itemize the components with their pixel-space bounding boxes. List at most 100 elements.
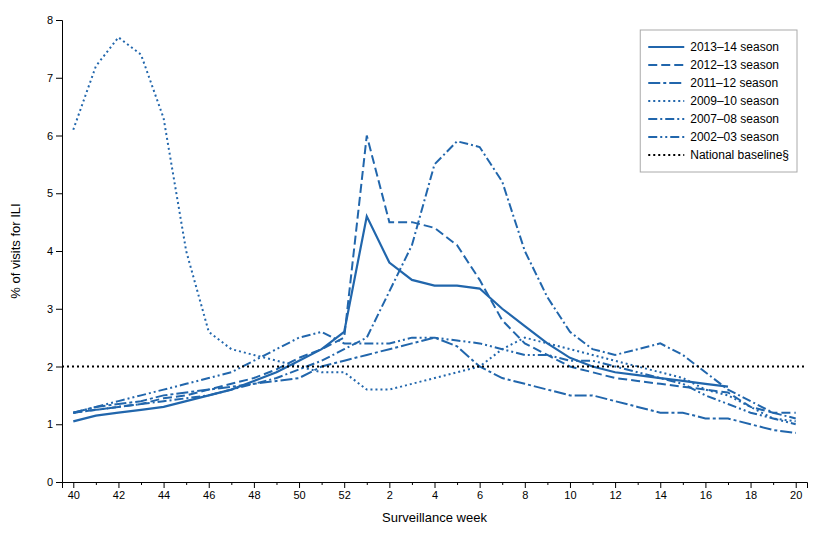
x-tick-label: 18: [745, 489, 757, 501]
x-tick: 42: [113, 482, 125, 501]
y-tick-mark: [56, 20, 62, 21]
legend-label: 2013–14 season: [690, 40, 779, 54]
x-tick: [412, 482, 413, 485]
x-tick: 16: [700, 482, 712, 501]
y-tick-mark: [56, 78, 62, 79]
x-tick-mark: [322, 482, 323, 485]
chart-container: 404244464850522468101214161820012345678S…: [0, 0, 827, 534]
y-tick-label: 7: [47, 72, 53, 84]
y-tick-label: 4: [47, 245, 53, 257]
x-tick: [593, 482, 594, 485]
x-tick: 44: [158, 482, 170, 501]
x-tick-mark: [186, 482, 187, 485]
x-tick: 48: [248, 482, 260, 501]
x-tick-mark: [276, 482, 277, 485]
plot-area: 404244464850522468101214161820012345678S…: [8, 14, 808, 525]
legend-label: 2009–10 season: [690, 94, 779, 108]
y-tick-mark: [56, 482, 62, 483]
x-tick-mark: [728, 482, 729, 485]
chart-svg: 404244464850522468101214161820012345678S…: [0, 0, 827, 534]
x-tick-label: 8: [522, 489, 528, 501]
legend-label: 2011–12 season: [690, 76, 778, 90]
y-tick: 2: [47, 361, 62, 373]
y-tick-label: 0: [47, 476, 53, 488]
x-tick: 6: [477, 482, 483, 501]
y-tick-label: 5: [47, 187, 53, 199]
series-line: [73, 141, 795, 418]
x-tick: [322, 482, 323, 485]
x-tick: [502, 482, 503, 485]
legend-swatch: [648, 100, 684, 102]
x-tick: 8: [522, 482, 528, 501]
legend-swatch: [648, 64, 684, 66]
x-tick: 12: [609, 482, 621, 501]
legend-item: 2013–14 season: [648, 40, 779, 54]
y-tick: 5: [47, 187, 62, 199]
y-axis-line: [56, 21, 63, 483]
x-tick-mark: [683, 482, 684, 485]
y-tick-mark: [56, 251, 62, 252]
x-tick-label: 46: [203, 489, 215, 501]
x-axis-line: [63, 483, 808, 489]
x-tick: 46: [203, 482, 215, 501]
y-tick-mark: [56, 367, 62, 368]
x-tick-label: 6: [477, 489, 483, 501]
legend-item: 2007–08 season: [648, 112, 779, 126]
x-tick-mark: [705, 482, 706, 488]
x-tick: 52: [339, 482, 351, 501]
x-tick-mark: [660, 482, 661, 488]
series-line: [73, 136, 795, 413]
x-tick: [683, 482, 684, 485]
x-tick-mark: [389, 482, 390, 488]
y-tick: 1: [47, 418, 62, 430]
x-tick: 4: [432, 482, 438, 501]
x-tick-mark: [615, 482, 616, 488]
x-tick-mark: [367, 482, 368, 485]
y-tick: 3: [47, 303, 62, 315]
x-tick-mark: [638, 482, 639, 485]
y-tick-mark: [56, 136, 62, 137]
y-axis-title: % of visits for ILI: [8, 203, 23, 298]
x-tick-label: 12: [609, 489, 621, 501]
x-tick-label: 52: [339, 489, 351, 501]
y-tick-mark: [56, 193, 62, 194]
x-tick-mark: [73, 482, 74, 488]
x-tick-mark: [457, 482, 458, 485]
x-tick-mark: [254, 482, 255, 488]
y-tick-mark: [56, 424, 62, 425]
y-tick-label: 8: [47, 14, 53, 26]
y-tick-mark: [56, 309, 62, 310]
x-tick-mark: [299, 482, 300, 488]
x-tick: 40: [68, 482, 80, 501]
x-tick-label: 20: [790, 489, 802, 501]
legend-item: 2011–12 season: [648, 76, 778, 90]
x-tick: [773, 482, 774, 485]
x-tick: [276, 482, 277, 485]
x-tick-mark: [593, 482, 594, 485]
x-tick: 14: [655, 482, 667, 501]
x-tick-mark: [344, 482, 345, 488]
y-tick: 7: [47, 72, 62, 84]
y-tick: 0: [47, 476, 62, 488]
x-tick-label: 16: [700, 489, 712, 501]
legend-item: 2002–03 season: [648, 130, 779, 144]
x-tick: [547, 482, 548, 485]
x-tick-label: 40: [68, 489, 80, 501]
x-tick-mark: [164, 482, 165, 488]
x-tick: [728, 482, 729, 485]
legend-item: National baseline§: [648, 148, 789, 162]
x-tick-mark: [118, 482, 119, 488]
x-axis: 404244464850522468101214161820: [63, 482, 808, 501]
y-tick: 6: [47, 130, 62, 142]
y-tick-label: 2: [47, 361, 53, 373]
legend-box: [640, 30, 797, 172]
x-axis-title: Surveillance week: [382, 510, 487, 525]
x-tick: [186, 482, 187, 485]
x-tick: 50: [293, 482, 305, 501]
y-tick-label: 6: [47, 130, 53, 142]
x-tick-mark: [96, 482, 97, 485]
legend: 2013–14 season2012–13 season2011–12 seas…: [640, 30, 797, 172]
x-tick-mark: [231, 482, 232, 485]
x-tick: [231, 482, 232, 485]
x-tick-label: 2: [387, 489, 393, 501]
